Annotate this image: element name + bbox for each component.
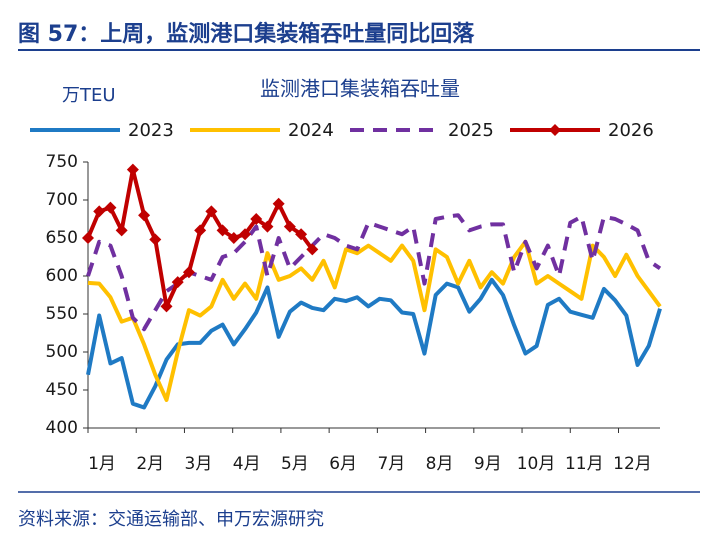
y-tick-label: 450 (46, 380, 78, 400)
x-tick-label: 7月 (377, 454, 405, 474)
x-tick-label: 4月 (233, 454, 261, 474)
legend-label: 2023 (128, 120, 174, 141)
point-marker (104, 201, 117, 214)
y-tick-label: 750 (46, 152, 78, 172)
series-line (87, 239, 662, 402)
legend-label: 2025 (448, 120, 494, 141)
point-marker (283, 220, 296, 233)
point-marker (149, 233, 162, 246)
series-line (86, 277, 662, 410)
point-marker (261, 220, 274, 233)
x-tick-label: 3月 (185, 454, 213, 474)
point-marker (227, 232, 240, 244)
y-tick-label: 700 (46, 190, 78, 210)
point-marker (93, 205, 106, 218)
point-marker (205, 205, 218, 218)
point-marker (182, 266, 195, 279)
y-tick-label: 650 (46, 228, 78, 248)
x-tick-label: 12月 (613, 454, 652, 474)
point-marker (306, 243, 319, 256)
legend-marker (549, 124, 561, 136)
point-marker (126, 163, 139, 176)
x-tick-label: 9月 (474, 454, 502, 474)
y-tick-label: 500 (46, 342, 78, 362)
point-marker (160, 300, 173, 313)
x-tick-label: 10月 (517, 454, 556, 474)
legend-label: 2026 (608, 120, 654, 141)
point-marker (115, 224, 128, 237)
chart-title: 监测港口集装箱吞吐量 (260, 77, 460, 101)
point-marker (138, 209, 151, 222)
x-tick-label: 6月 (329, 454, 357, 474)
y-tick-label: 600 (46, 266, 78, 286)
x-tick-label: 2月 (136, 454, 164, 474)
series-line (86, 213, 662, 332)
x-tick-label: 11月 (565, 454, 604, 474)
x-tick-label: 1月 (88, 454, 116, 474)
legend-label: 2024 (288, 120, 334, 141)
point-marker (171, 276, 184, 289)
point-marker (272, 197, 285, 210)
x-tick-label: 8月 (426, 454, 454, 474)
y-axis-label: 万TEU (62, 85, 116, 106)
point-marker (194, 224, 207, 237)
point-marker (216, 224, 229, 237)
point-marker (82, 232, 94, 244)
source: 资料来源：交通运输部、申万宏源研究 (18, 509, 324, 530)
point-marker (250, 213, 263, 225)
x-tick-label: 5月 (281, 454, 309, 474)
y-tick-label: 550 (46, 304, 78, 324)
page-title: 图 57：上周，监测港口集装箱吞吐量同比回落 (18, 21, 475, 47)
y-tick-label: 400 (46, 418, 78, 438)
point-marker (295, 228, 308, 241)
point-marker (239, 228, 252, 241)
